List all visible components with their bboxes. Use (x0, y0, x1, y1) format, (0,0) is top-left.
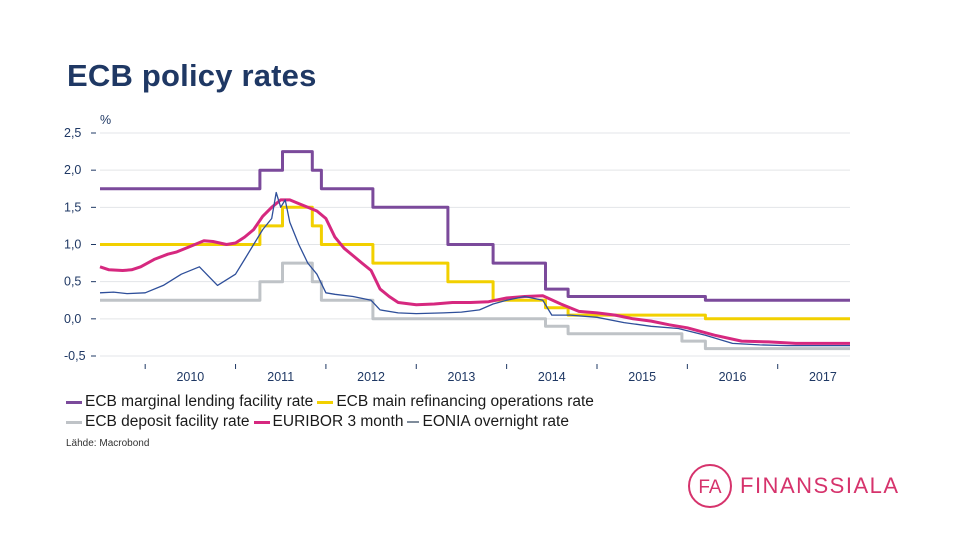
y-axis-unit-label: % (100, 113, 111, 127)
series-ecb-marginal-lending-facility-rate (100, 150, 850, 302)
legend-swatch (66, 420, 82, 424)
legend-swatch (253, 420, 270, 424)
chart-legend: ECB marginal lending facility rate ECB ma… (66, 393, 706, 431)
logo-monogram: FA (698, 477, 722, 498)
legend-label: ECB marginal lending facility rate (85, 393, 314, 410)
y-tick-label: 0,5 (64, 275, 81, 289)
legend-label: ECB deposit facility rate (85, 413, 250, 430)
x-tick-label: 2013 (448, 370, 476, 384)
x-tick-label: 2012 (357, 370, 385, 384)
series-ecb-main-refinancing-operations-rate (100, 205, 850, 321)
legend-label: EONIA overnight rate (422, 413, 569, 430)
legend-label: ECB main refinancing operations rate (336, 393, 594, 410)
series-eonia-overnight-rate (99, 191, 850, 347)
x-axis-ticks: 2010 2011 2012 2013 2014 2015 2016 2017 (144, 364, 837, 384)
x-tick-label: 2017 (809, 370, 837, 384)
y-tick-label: -0,5 (64, 349, 86, 363)
y-tick-label: 0,0 (64, 312, 81, 326)
series-euribor-3-month (99, 198, 850, 345)
legend-item: EONIA overnight rate (407, 413, 569, 431)
x-tick-label: 2014 (538, 370, 566, 384)
x-tick-label: 2015 (628, 370, 656, 384)
y-tick-label: 2,5 (64, 126, 81, 140)
legend-item: ECB marginal lending facility rate (66, 393, 313, 411)
x-tick-label: 2011 (267, 370, 294, 384)
legend-swatch (317, 400, 334, 404)
legend-item: EURIBOR 3 month (253, 413, 404, 431)
x-tick-label: 2010 (176, 370, 204, 384)
page-title: ECB policy rates (67, 58, 317, 93)
finanssiala-logo: FA FINANSSIALA (686, 462, 900, 510)
legend-swatch (407, 421, 420, 423)
legend-item: ECB deposit facility rate (66, 413, 250, 431)
source-note: Lähde: Macrobond (66, 438, 150, 449)
x-tick-label: 2016 (719, 370, 747, 384)
chart-series (99, 150, 850, 351)
y-tick-label: 2,0 (64, 163, 81, 177)
y-tick-label: 1,0 (64, 238, 81, 252)
rates-line-chart: % 2,52,01,51,00,50,0-0,5 2010 2011 2012 201… (64, 113, 850, 384)
y-axis-ticks: 2,5 2,0 1,5 1,0 0,5 0,0 -0,5 (64, 126, 96, 363)
legend-swatch (66, 400, 82, 404)
legend-label: EURIBOR 3 month (272, 413, 404, 430)
series-ecb-deposit-facility-rate (100, 261, 850, 351)
fa-monogram-icon: FA (688, 464, 732, 508)
legend-item: ECB main refinancing operations rate (317, 393, 594, 411)
y-tick-label: 1,5 (64, 200, 81, 214)
logo-wordmark: FINANSSIALA (740, 473, 900, 498)
